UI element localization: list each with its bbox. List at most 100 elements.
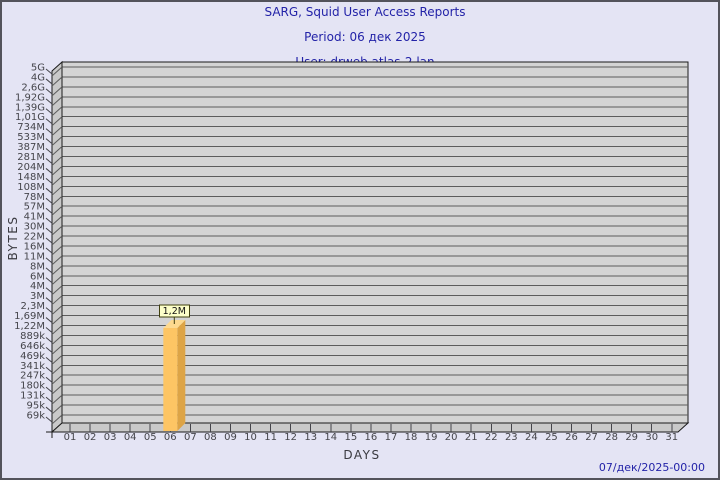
y-tick (45, 297, 53, 304)
x-tick-label: 06 (164, 432, 177, 443)
wall-gridline (51, 345, 63, 355)
y-tick (45, 168, 53, 174)
y-tick-label: 1,92G (15, 92, 45, 103)
x-tick-label: 11 (264, 432, 277, 443)
y-tick (45, 177, 53, 184)
y-tick-label: 78M (24, 192, 45, 203)
y-tick (45, 217, 53, 224)
wall-gridline (51, 374, 63, 385)
y-tick (45, 128, 53, 135)
y-tick (45, 396, 53, 403)
y-tick (45, 227, 53, 234)
wall-gridline (51, 96, 63, 107)
x-tick-label: 03 (104, 432, 117, 443)
wall-gridline (51, 166, 63, 176)
wall-gridline (51, 225, 63, 236)
x-tick-label: 27 (585, 432, 598, 443)
bar-value-box (158, 304, 190, 318)
y-tick-label: 734M (17, 122, 45, 133)
x-tick-label: 05 (144, 432, 157, 443)
y-tick-label: 180k (20, 381, 45, 392)
y-tick (45, 108, 53, 115)
y-tick (45, 68, 53, 75)
y-tick (45, 247, 53, 254)
wall-gridline (51, 205, 63, 216)
plot-floor (50, 422, 690, 433)
y-tick-label: 16M (24, 241, 45, 252)
y-tick (45, 237, 53, 244)
wall-gridline (51, 335, 63, 345)
x-tick-label: 08 (204, 432, 217, 443)
y-tick-label: 387M (17, 142, 45, 153)
y-tick-label: 247k (20, 371, 45, 382)
y-tick-label: 148M (17, 172, 45, 183)
y-tick-label: 646k (20, 341, 45, 352)
y-tick-label: 533M (17, 132, 45, 143)
y-tick (45, 416, 53, 423)
y-tick (45, 98, 53, 105)
y-tick-label: 1,69M (14, 311, 45, 322)
bar-value-label: 1,2M (163, 306, 186, 317)
y-tick (45, 138, 53, 144)
y-tick-label: 5G (31, 63, 45, 74)
x-tick-label: 18 (405, 432, 418, 443)
y-tick (45, 347, 53, 353)
wall-gridline (51, 215, 63, 226)
y-tick (45, 327, 53, 333)
y-tick-label: 4M (30, 281, 45, 292)
x-tick-label: 14 (324, 432, 337, 443)
wall-gridline (51, 364, 63, 375)
x-tick-label: 29 (625, 432, 638, 443)
x-tick-label: 07 (184, 432, 197, 443)
y-tick-label: 30M (24, 222, 45, 233)
wall-gridline (51, 235, 63, 246)
x-tick-label: 01 (64, 432, 77, 443)
y-tick-label: 22M (24, 232, 45, 243)
y-tick-label: 1,39G (15, 102, 45, 113)
y-tick-label: 1,22M (14, 321, 45, 332)
y-tick-label: 469k (20, 351, 45, 362)
wall-gridline (51, 76, 63, 87)
y-tick (45, 356, 53, 363)
x-tick-label: 21 (465, 432, 478, 443)
y-tick (45, 406, 53, 413)
x-tick-label: 20 (445, 432, 458, 443)
y-tick-label: 8M (30, 261, 45, 272)
wall-gridline (51, 325, 63, 335)
x-tick-label: 10 (244, 432, 257, 443)
y-tick (45, 267, 53, 274)
wall-gridline (51, 285, 63, 296)
y-tick (45, 78, 53, 85)
bar-side-face (177, 320, 186, 431)
wall-gridline (51, 315, 63, 325)
y-tick (45, 307, 53, 314)
wall-gridline (51, 245, 63, 256)
x-tick-label: 28 (605, 432, 618, 443)
y-tick-label: 6M (30, 271, 45, 282)
x-tick-label: 19 (425, 432, 438, 443)
wall-gridline (51, 275, 63, 286)
wall-gridline (51, 106, 63, 117)
y-tick-label: 4G (31, 72, 45, 83)
wall-gridline (51, 136, 63, 146)
wall-gridline (51, 66, 63, 77)
y-tick-label: 131k (20, 391, 45, 402)
wall-gridline (51, 404, 63, 415)
y-tick (45, 148, 53, 154)
chart-period: Period: 06 дек 2025 (304, 30, 426, 45)
x-tick-label: 22 (485, 432, 498, 443)
wall-gridline (51, 185, 63, 196)
wall-gridline (51, 414, 63, 425)
y-tick (45, 158, 53, 164)
y-tick-label: 69k (26, 411, 45, 422)
y-tick (45, 376, 53, 383)
x-tick-label: 31 (665, 432, 678, 443)
x-tick-label: 26 (565, 432, 578, 443)
report-timestamp: 07/дек/2025-00:00 (598, 461, 705, 474)
wall-gridline (51, 394, 63, 405)
y-tick-label: 889k (20, 331, 45, 342)
y-tick-label: 2,6G (21, 82, 45, 93)
x-tick-label: 16 (365, 432, 378, 443)
y-tick-label: 108M (17, 182, 45, 193)
